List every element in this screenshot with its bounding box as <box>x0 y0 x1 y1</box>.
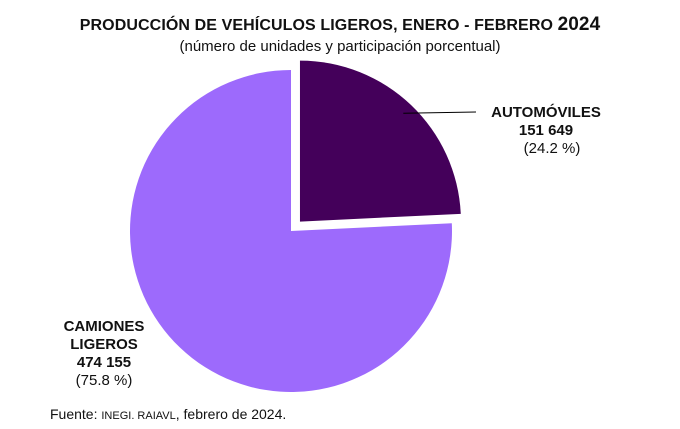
label-camiones-value: 474 155 <box>76 354 132 371</box>
pie-slice-camiones-ligeros <box>129 69 452 393</box>
label-camiones-ligeros: CAMIONES LIGEROS 474 155 (75.8 %) <box>50 318 158 390</box>
label-automoviles-name: AUTOMÓVILES <box>491 104 601 121</box>
label-automoviles-value: 151 649 <box>518 122 574 139</box>
chart-title: PRODUCCIÓN DE VEHÍCULOS LIGEROS, ENERO -… <box>79 14 601 35</box>
chart-source-note: Fuente: INEGI. RAIAVL, febrero de 2024. <box>50 406 287 422</box>
label-automoviles-percent: (24.2 %) <box>523 140 581 157</box>
chart-subtitle: (número de unidades y participación porc… <box>179 38 501 55</box>
label-camiones-percent: (75.8 %) <box>75 372 133 389</box>
pie-slice-automoviles <box>299 60 461 222</box>
label-camiones-name-1: CAMIONES <box>63 318 145 335</box>
label-automoviles: AUTOMÓVILES 151 649 (24.2 %) <box>479 104 613 158</box>
leader-line-automoviles <box>403 111 477 114</box>
label-camiones-name-2: LIGEROS <box>70 336 138 353</box>
